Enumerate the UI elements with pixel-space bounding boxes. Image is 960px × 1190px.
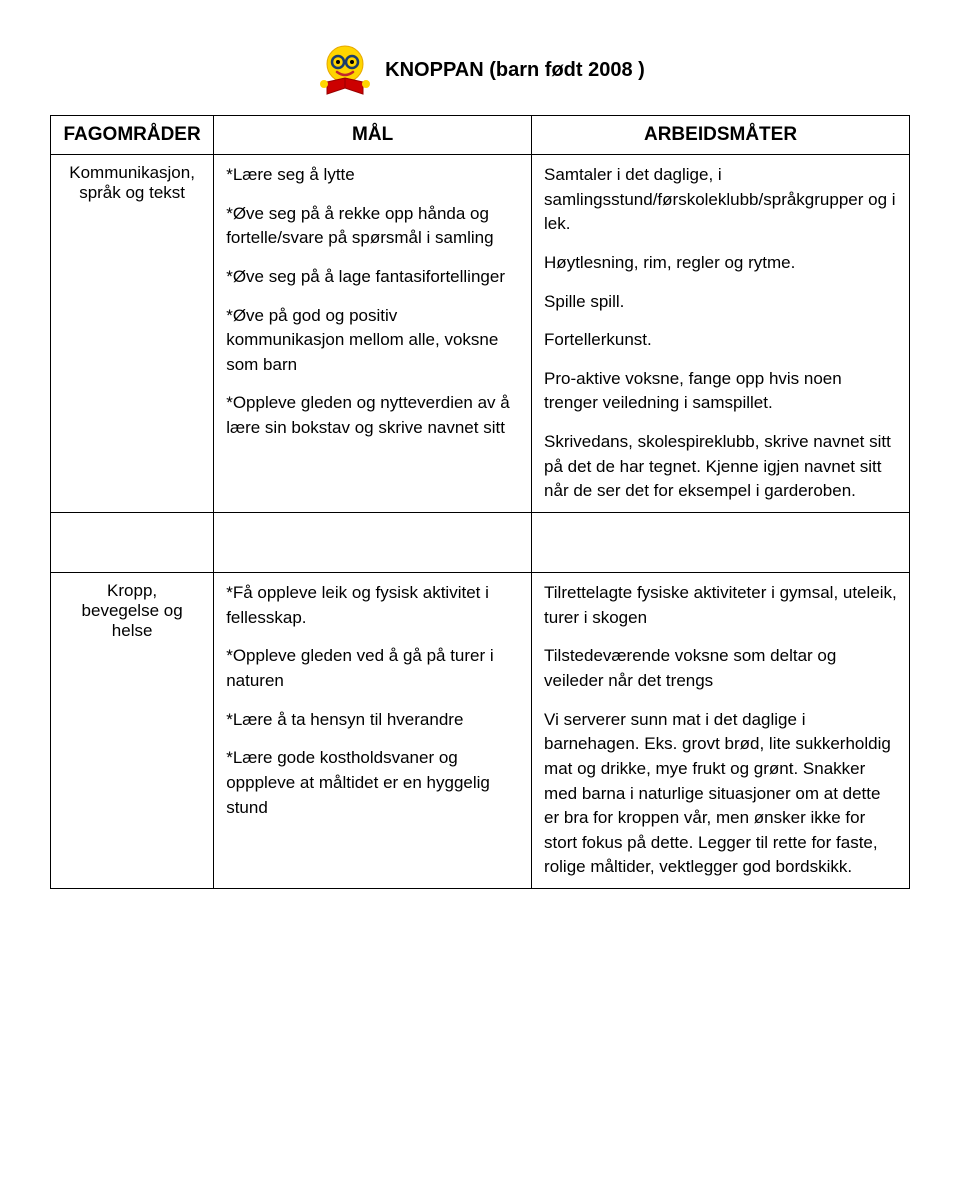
goal-item: *Lære å ta hensyn til hverandre: [226, 708, 519, 733]
header-row: FAGOMRÅDER MÅL ARBEIDSMÅTER: [51, 116, 910, 155]
area-line: bevegelse og: [82, 601, 183, 620]
area-cell: Kommunikasjon, språk og tekst: [51, 155, 214, 513]
method-item: Pro-aktive voksne, fange opp hvis noen t…: [544, 367, 897, 416]
goal-item: *Få oppleve leik og fysisk aktivitet i f…: [226, 581, 519, 630]
area-line: helse: [112, 621, 153, 640]
method-item: Samtaler i det daglige, i samlingsstund/…: [544, 163, 897, 237]
area-cell: Kropp, bevegelse og helse: [51, 573, 214, 889]
goal-item: *Oppleve gleden og nytteverdien av å lær…: [226, 391, 519, 440]
area-line: språk og tekst: [79, 183, 185, 202]
method-item: Spille spill.: [544, 290, 897, 315]
logo-title-row: KNOPPAN (barn født 2008 ): [315, 40, 645, 100]
area-line: Kommunikasjon,: [69, 163, 195, 182]
goal-item: *Øve seg på å rekke opp hånda og fortell…: [226, 202, 519, 251]
method-item: Vi serverer sunn mat i det daglige i bar…: [544, 708, 897, 880]
goal-item: *Øve på god og positiv kommunikasjon mel…: [226, 304, 519, 378]
col-header-area: FAGOMRÅDER: [51, 116, 214, 155]
reading-emoji-icon: [315, 40, 375, 100]
spacer-row: [51, 513, 910, 573]
method-item: Skrivedans, skolespireklubb, skrive navn…: [544, 430, 897, 504]
method-item: Tilrettelagte fysiske aktiviteter i gyms…: [544, 581, 897, 630]
goal-item: *Øve seg på å lage fantasifortellinger: [226, 265, 519, 290]
method-item: Høytlesning, rim, regler og rytme.: [544, 251, 897, 276]
table-row: Kommunikasjon, språk og tekst *Lære seg …: [51, 155, 910, 513]
area-line: Kropp,: [107, 581, 157, 600]
col-header-goal: MÅL: [214, 116, 532, 155]
methods-cell: Samtaler i det daglige, i samlingsstund/…: [532, 155, 910, 513]
document-header: KNOPPAN (barn født 2008 ): [50, 40, 910, 105]
goal-item: *Oppleve gleden ved å gå på turer i natu…: [226, 644, 519, 693]
methods-cell: Tilrettelagte fysiske aktiviteter i gyms…: [532, 573, 910, 889]
curriculum-table: FAGOMRÅDER MÅL ARBEIDSMÅTER Kommunikasjo…: [50, 115, 910, 889]
col-header-method: ARBEIDSMÅTER: [532, 116, 910, 155]
goal-item: *Lære gode kostholdsvaner og opppleve at…: [226, 746, 519, 820]
goals-cell: *Lære seg å lytte *Øve seg på å rekke op…: [214, 155, 532, 513]
method-item: Fortellerkunst.: [544, 328, 897, 353]
goal-item: *Lære seg å lytte: [226, 163, 519, 188]
document-title: KNOPPAN (barn født 2008 ): [385, 59, 645, 82]
method-item: Tilstedeværende voksne som deltar og vei…: [544, 644, 897, 693]
goals-cell: *Få oppleve leik og fysisk aktivitet i f…: [214, 573, 532, 889]
table-row: Kropp, bevegelse og helse *Få oppleve le…: [51, 573, 910, 889]
